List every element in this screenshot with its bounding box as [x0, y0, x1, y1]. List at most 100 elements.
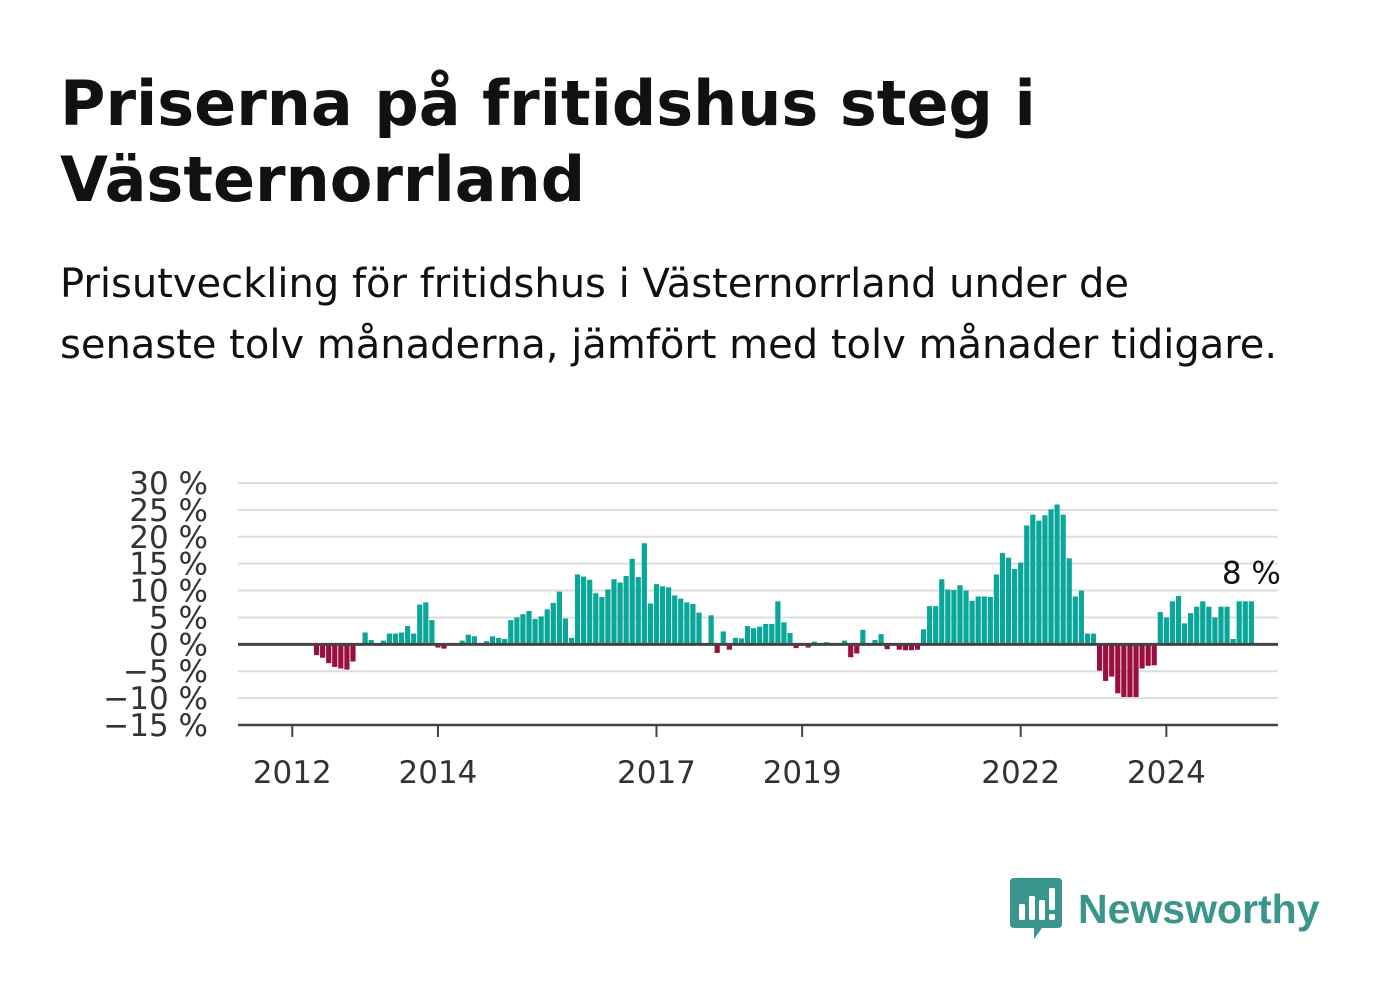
- bar: [1078, 590, 1084, 645]
- bar: [368, 640, 374, 645]
- bar: [1206, 606, 1212, 645]
- bar: [763, 623, 769, 645]
- bar: [993, 574, 999, 645]
- bar: [678, 598, 684, 645]
- bar: [975, 596, 981, 645]
- bar: [769, 623, 775, 645]
- bar: [848, 644, 854, 658]
- bar: [1175, 595, 1182, 645]
- bar: [320, 644, 326, 658]
- bar: [914, 644, 921, 650]
- bar: [1212, 617, 1218, 645]
- bar: [1072, 596, 1078, 645]
- bar: [1133, 644, 1139, 698]
- bar: [611, 579, 617, 645]
- bar: [1151, 644, 1157, 666]
- bars: [313, 504, 1254, 698]
- y-tick-label: 30 %: [129, 466, 208, 502]
- y-axis: 30 %25 %20 %15 %10 %5 %0 %−5 %−10 %−15 %: [103, 466, 208, 744]
- bar: [872, 640, 878, 645]
- bar: [1018, 562, 1024, 645]
- bar: [489, 636, 496, 645]
- bar: [781, 622, 787, 645]
- bar: [605, 589, 611, 645]
- bar: [714, 644, 720, 653]
- bar: [878, 634, 884, 645]
- bar: [920, 629, 927, 645]
- bar: [435, 644, 441, 648]
- bar: [787, 633, 793, 645]
- bar: [326, 644, 332, 664]
- bar: [641, 543, 647, 645]
- bar: [653, 584, 660, 645]
- bar: [1005, 557, 1012, 645]
- bar: [574, 574, 581, 645]
- bar: [896, 644, 902, 650]
- grid-lines: [238, 482, 1278, 700]
- bar: [854, 644, 860, 654]
- bar: [441, 644, 447, 649]
- bar: [1200, 601, 1206, 645]
- newsworthy-logo-icon: [1010, 878, 1062, 939]
- bar: [805, 644, 811, 648]
- bar: [593, 593, 599, 645]
- bar: [1121, 644, 1127, 698]
- bar: [483, 641, 490, 645]
- bar: [1248, 601, 1254, 645]
- bar: [398, 632, 405, 645]
- bar: [1181, 623, 1188, 645]
- bar: [1036, 520, 1042, 645]
- bar: [1048, 509, 1054, 645]
- bar: [1169, 601, 1176, 645]
- bar: [945, 589, 951, 645]
- bar: [775, 601, 781, 645]
- bar: [411, 633, 417, 645]
- bar: [1224, 606, 1230, 645]
- bar: [514, 617, 520, 645]
- bar: [647, 603, 654, 645]
- bar: [508, 620, 514, 645]
- bar: [1030, 514, 1036, 645]
- bar: [902, 644, 908, 651]
- bar: [1230, 638, 1236, 645]
- brand-logo: Newsworthy: [1010, 878, 1320, 940]
- bar: [842, 640, 848, 645]
- bar: [757, 626, 763, 645]
- bar: [1139, 644, 1145, 669]
- bar: [1090, 633, 1097, 645]
- y-tick-label: −5 %: [123, 654, 208, 690]
- chart-title: Priserna på fritidshus steg i Västernorr…: [60, 67, 1036, 216]
- y-tick-label: −15 %: [103, 708, 208, 744]
- bar: [696, 612, 702, 645]
- bar: [465, 634, 471, 645]
- bar: [1145, 644, 1151, 666]
- bar: [544, 609, 550, 645]
- bar: [587, 579, 593, 645]
- y-tick-label: −10 %: [103, 681, 208, 717]
- bar: [362, 632, 368, 645]
- chart-subtitle: Prisutveckling för fritidshus i Västerno…: [60, 261, 1278, 368]
- bar: [338, 644, 344, 669]
- y-tick-label: 20 %: [129, 520, 208, 556]
- bar: [969, 600, 975, 645]
- bar-chart: 30 %25 %20 %15 %10 %5 %0 %−5 %−10 %−15 %…: [103, 466, 1281, 791]
- bar: [1066, 558, 1072, 645]
- bar: [1103, 644, 1109, 681]
- y-tick-label: 25 %: [129, 493, 208, 529]
- x-tick-label: 2024: [1127, 755, 1206, 791]
- bar: [908, 644, 915, 651]
- bar: [1054, 504, 1060, 645]
- bar: [672, 595, 678, 645]
- bar: [793, 644, 799, 649]
- brand-name: Newsworthy: [1078, 885, 1320, 932]
- bar: [999, 552, 1006, 645]
- bar: [659, 586, 666, 645]
- bar: [860, 629, 866, 645]
- bar: [1163, 617, 1169, 645]
- bar: [568, 637, 575, 645]
- bar: [1024, 525, 1030, 645]
- bar: [496, 637, 502, 645]
- bar: [471, 636, 477, 645]
- bar: [933, 606, 939, 645]
- bar: [344, 644, 350, 670]
